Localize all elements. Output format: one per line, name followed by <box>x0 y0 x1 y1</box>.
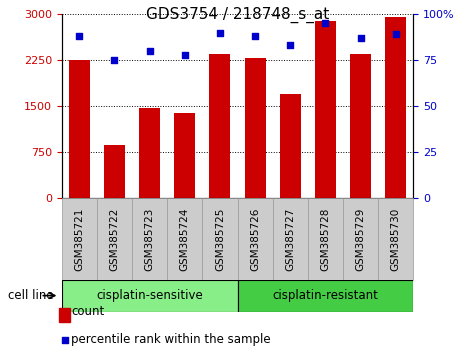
Text: cisplatin-sensitive: cisplatin-sensitive <box>96 289 203 302</box>
Text: GSM385726: GSM385726 <box>250 207 260 271</box>
Text: GSM385725: GSM385725 <box>215 207 225 271</box>
Point <box>357 35 364 41</box>
Point <box>111 57 118 63</box>
Bar <box>308 198 343 280</box>
Text: GDS3754 / 218748_s_at: GDS3754 / 218748_s_at <box>146 7 329 23</box>
Text: GSM385729: GSM385729 <box>355 207 366 271</box>
Text: GSM385721: GSM385721 <box>74 207 85 271</box>
Text: GSM385727: GSM385727 <box>285 207 295 271</box>
Point <box>286 42 294 48</box>
Bar <box>62 280 238 312</box>
Bar <box>167 198 202 280</box>
Point <box>251 33 259 39</box>
Bar <box>202 198 238 280</box>
Bar <box>238 198 273 280</box>
Point <box>392 32 399 37</box>
Point <box>76 33 83 39</box>
Bar <box>209 54 230 198</box>
Bar <box>104 145 125 198</box>
Bar <box>62 198 97 280</box>
Point <box>61 337 68 343</box>
Text: GSM385730: GSM385730 <box>390 207 401 270</box>
Bar <box>315 21 336 198</box>
Bar <box>343 198 378 280</box>
Text: GSM385722: GSM385722 <box>109 207 120 271</box>
Bar <box>132 198 167 280</box>
Bar <box>378 198 413 280</box>
Bar <box>97 198 132 280</box>
Bar <box>350 54 371 198</box>
Point <box>181 52 189 57</box>
Text: count: count <box>71 305 104 318</box>
Text: GSM385724: GSM385724 <box>180 207 190 271</box>
Text: GSM385723: GSM385723 <box>144 207 155 271</box>
Bar <box>238 280 413 312</box>
Point <box>216 30 224 35</box>
Bar <box>139 108 160 198</box>
Point <box>146 48 153 54</box>
Text: GSM385728: GSM385728 <box>320 207 331 271</box>
Bar <box>280 94 301 198</box>
Text: cisplatin-resistant: cisplatin-resistant <box>273 289 378 302</box>
Bar <box>273 198 308 280</box>
Bar <box>385 17 406 198</box>
Bar <box>174 113 195 198</box>
Text: cell line: cell line <box>8 289 57 302</box>
Bar <box>69 59 90 198</box>
Text: percentile rank within the sample: percentile rank within the sample <box>71 333 271 346</box>
Bar <box>245 58 266 198</box>
Point <box>322 21 329 26</box>
Bar <box>59 308 70 322</box>
